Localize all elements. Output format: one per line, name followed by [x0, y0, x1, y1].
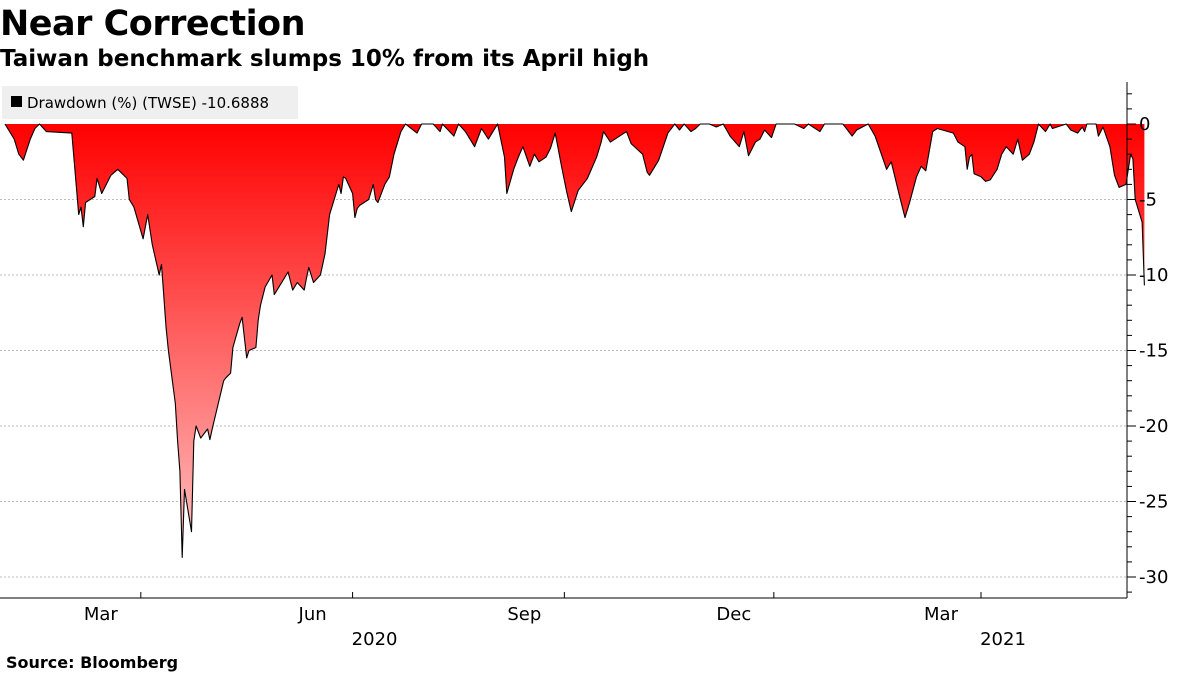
- drawdown-fill: [5, 124, 1145, 558]
- source-note: Source: Bloomberg: [6, 653, 179, 672]
- y-tick-label: -25: [1139, 492, 1168, 513]
- legend-swatch: [11, 96, 22, 107]
- x-tick-label: Mar: [924, 604, 959, 625]
- chart-title: Near Correction: [0, 4, 306, 44]
- legend-background: [2, 86, 298, 119]
- x-year-label: 2021: [980, 629, 1026, 650]
- x-tick-label: Dec: [716, 604, 751, 625]
- chart-subtitle: Taiwan benchmark slumps 10% from its Apr…: [0, 46, 650, 72]
- legend-label: Drawdown (%) (TWSE) -10.6888: [27, 94, 269, 112]
- y-tick-label: -30: [1139, 567, 1168, 588]
- x-tick-label: Jun: [298, 604, 327, 625]
- x-tick-label: Sep: [507, 604, 541, 625]
- y-tick-label: 0: [1139, 114, 1150, 135]
- y-tick-label: -20: [1139, 416, 1168, 437]
- x-year-label: 2020: [352, 629, 398, 650]
- drawdown-line: [4, 123, 1145, 558]
- y-tick-label: -10: [1139, 265, 1168, 286]
- legend: Drawdown (%) (TWSE) -10.6888: [2, 86, 298, 119]
- y-tick-label: -5: [1139, 190, 1157, 211]
- x-tick-label: Mar: [84, 604, 119, 625]
- drawdown-area: [4, 123, 1145, 558]
- y-tick-label: -15: [1139, 341, 1168, 362]
- axes: 0 -5 -10 -15 -20 -25 -30 Mar Jun Sep Dec Mar 2020 202…: [0, 82, 1168, 650]
